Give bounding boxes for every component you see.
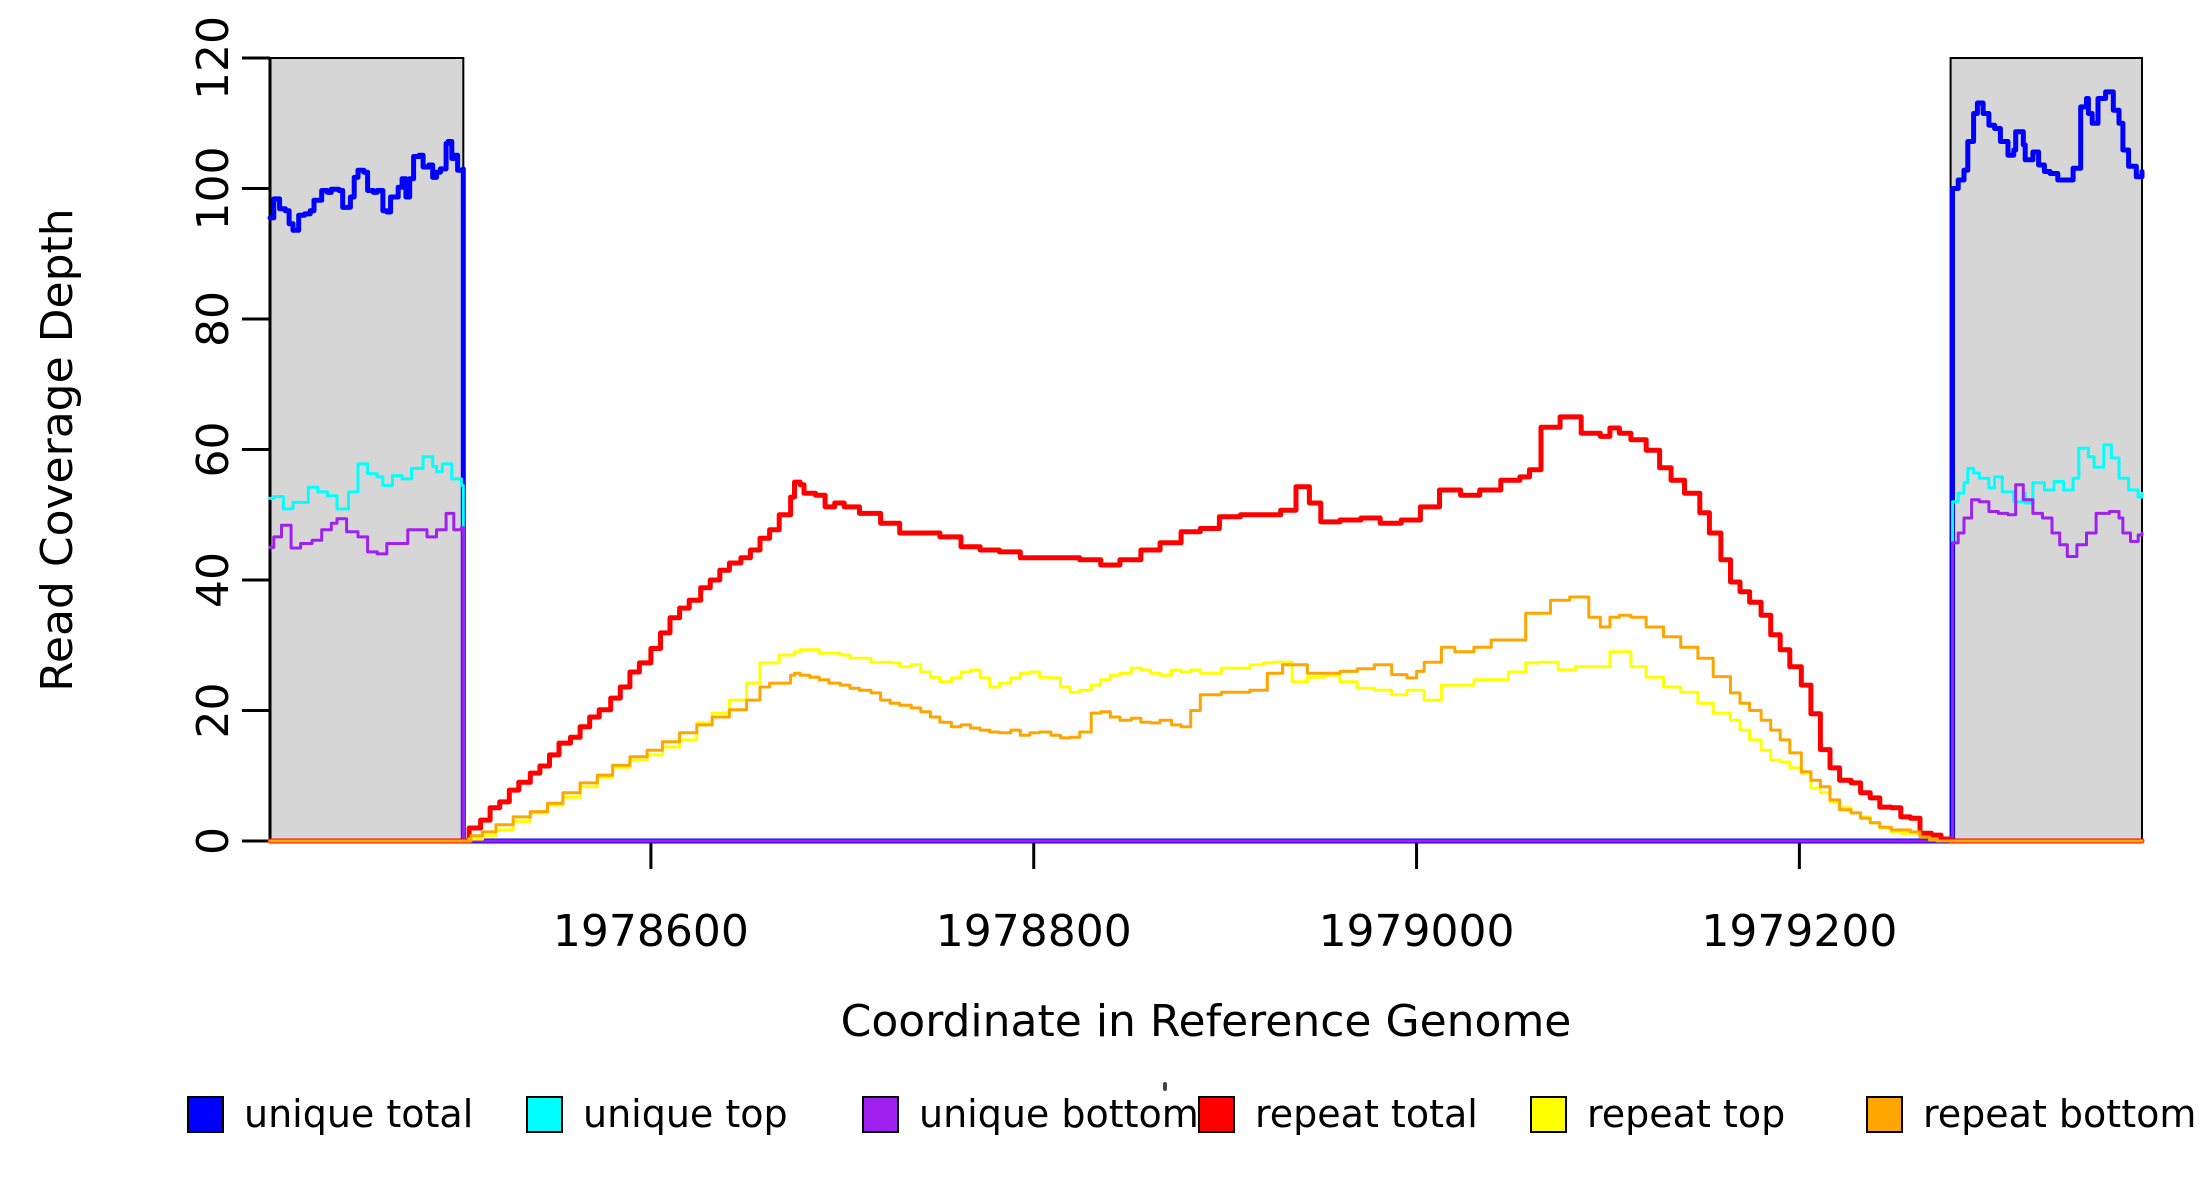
legend-item-repeat-top: repeat top	[1530, 1094, 1785, 1134]
legend-item-unique-total: unique total	[187, 1094, 473, 1134]
x-tick-label: 1979000	[1319, 906, 1515, 957]
series-line-unique-top	[268, 443, 2144, 843]
series-line-repeat-top	[268, 648, 2144, 843]
legend-item-repeat-total: repeat total	[1198, 1094, 1478, 1134]
legend-swatch-unique-bottom	[862, 1095, 899, 1133]
y-tick-label: 100	[188, 147, 239, 231]
legend-swatch-repeat-top	[1530, 1095, 1567, 1133]
x-tick-label: 1978800	[936, 906, 1132, 957]
legend-swatch-unique-total	[187, 1095, 224, 1133]
legend-swatch-repeat-bottom	[1866, 1095, 1903, 1133]
legend: unique total unique top unique bottom repea…	[0, 1094, 2200, 1154]
legend-label: repeat total	[1255, 1092, 1478, 1136]
series-line-repeat-bottom	[268, 595, 2144, 843]
legend-swatch-unique-top	[526, 1095, 563, 1133]
series-line-unique-bottom	[268, 483, 2144, 843]
x-tick-label: 1978600	[553, 906, 749, 957]
y-tick-label: 40	[188, 552, 239, 608]
stray-mark	[1163, 1082, 1167, 1091]
legend-label: repeat bottom	[1923, 1092, 2197, 1136]
x-axis-title: Coordinate in Reference Genome	[840, 996, 1572, 1047]
legend-item-unique-bottom: unique bottom	[862, 1094, 1199, 1134]
x-tick-label: 1979200	[1701, 906, 1897, 957]
shaded-region-right-unique-flank	[1949, 57, 2144, 842]
legend-swatch-repeat-total	[1198, 1095, 1235, 1133]
y-tick-label: 20	[188, 683, 239, 739]
series-line-repeat-total	[267, 414, 2145, 844]
series-line-unique-total	[267, 89, 2145, 844]
legend-label: unique bottom	[919, 1092, 1199, 1136]
y-tick-label: 60	[188, 422, 239, 478]
y-tick-label: 0	[188, 827, 239, 855]
y-tick-label: 120	[188, 16, 239, 100]
legend-label: unique total	[244, 1092, 474, 1136]
legend-item-repeat-bottom: repeat bottom	[1866, 1094, 2196, 1134]
y-tick-label: 80	[188, 291, 239, 347]
y-axis-title: Read Coverage Depth	[32, 208, 83, 692]
legend-label: repeat top	[1587, 1092, 1786, 1136]
legend-label: unique top	[583, 1092, 788, 1136]
legend-item-unique-top: unique top	[526, 1094, 788, 1134]
